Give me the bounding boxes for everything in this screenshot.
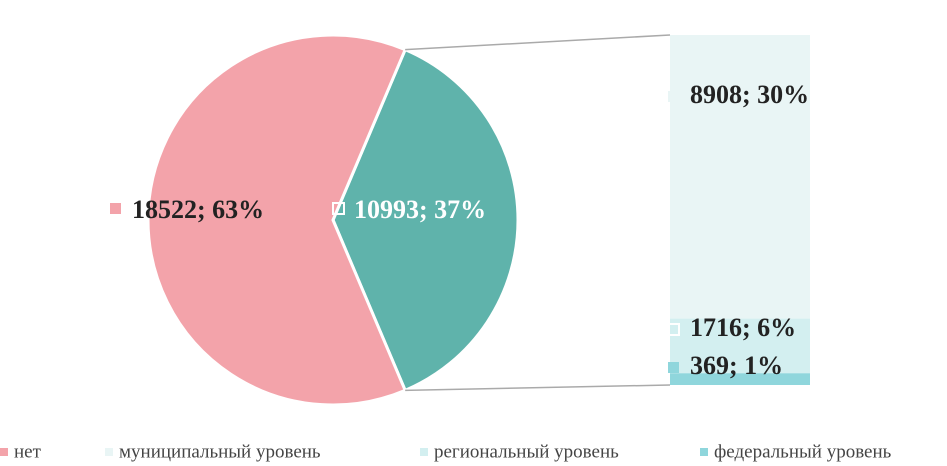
- data-label: 369; 1%: [690, 351, 783, 380]
- label-key: [667, 323, 680, 336]
- bar-segment: [670, 35, 810, 319]
- data-label: 10993; 37%: [354, 195, 486, 224]
- bar-segment: [670, 373, 810, 385]
- connector: [405, 34, 671, 51]
- legend-label: федеральный уровень: [714, 441, 892, 462]
- legend-label: региональный уровень: [434, 441, 619, 462]
- other-slice: [331, 47, 520, 393]
- data-label: 18522; 63%: [132, 195, 264, 224]
- bar-segment: [670, 318, 810, 374]
- label-key: [110, 203, 121, 214]
- legend-label: муниципальный уровень: [119, 441, 321, 462]
- label-key: [668, 362, 679, 373]
- legend-swatch: [700, 448, 708, 456]
- label-key: [668, 91, 679, 102]
- data-label: 1716; 6%: [690, 313, 796, 342]
- legend-swatch: [420, 448, 428, 456]
- legend-label: нет: [14, 441, 42, 462]
- data-label: 8908; 30%: [690, 80, 809, 109]
- label-key: [332, 202, 345, 215]
- legend-swatch: [105, 448, 113, 456]
- connector: [405, 384, 671, 392]
- pie-slice: [146, 33, 408, 407]
- legend-swatch: [0, 448, 8, 456]
